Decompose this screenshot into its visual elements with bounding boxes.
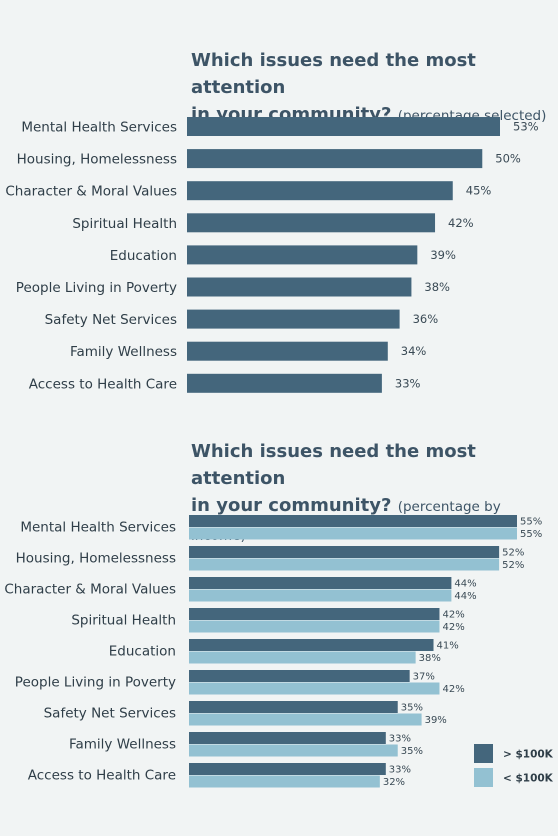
chart2-title-line1: Which issues need the most attention (191, 441, 476, 489)
category-label: Education (110, 248, 177, 264)
bar (187, 373, 382, 393)
legend-label: > $100K (503, 749, 554, 761)
bar (189, 732, 386, 744)
bar (189, 608, 440, 620)
value-label: 33% (389, 765, 411, 776)
value-label: 36% (413, 312, 439, 326)
bar (187, 213, 436, 233)
value-label: 33% (395, 376, 421, 390)
category-label: Access to Health Care (28, 768, 176, 784)
value-label: 52% (502, 560, 524, 571)
bar (189, 651, 416, 664)
category-label: Spiritual Health (72, 216, 177, 232)
bar (189, 763, 386, 775)
bar (189, 589, 452, 602)
category-label: Housing, Homelessness (17, 152, 177, 168)
value-label: 42% (442, 622, 464, 633)
value-label: 53% (513, 120, 539, 134)
bar (187, 245, 418, 265)
chart2-title-line2: in your community? (191, 495, 392, 516)
category-label: Character & Moral Values (5, 184, 177, 200)
value-label: 35% (401, 746, 423, 757)
value-label: 32% (383, 777, 405, 788)
bar (189, 527, 517, 540)
value-label: 55% (520, 529, 542, 540)
bar (189, 670, 410, 682)
category-label: Safety Net Services (44, 706, 176, 722)
bar (189, 701, 398, 713)
value-label: 38% (419, 653, 441, 664)
category-label: Family Wellness (69, 737, 176, 753)
bar (189, 546, 500, 558)
chart1-title-line1: Which issues need the most attention (191, 50, 476, 98)
bar (187, 341, 388, 361)
bar (189, 558, 500, 571)
value-label: 39% (430, 248, 456, 262)
category-label: Education (109, 644, 176, 660)
value-label: 55% (520, 517, 542, 528)
bar (189, 639, 434, 651)
bar (189, 744, 398, 757)
value-label: 50% (495, 152, 521, 166)
category-label: Spiritual Health (71, 613, 176, 629)
value-label: 37% (413, 672, 435, 683)
category-label: Family Wellness (70, 344, 177, 360)
bar (187, 181, 453, 201)
value-label: 42% (448, 216, 474, 230)
value-label: 39% (425, 715, 447, 726)
value-label: 42% (442, 610, 464, 621)
category-label: Character & Moral Values (4, 582, 176, 598)
value-label: 34% (401, 344, 427, 358)
category-label: People Living in Poverty (16, 280, 177, 296)
value-label: 38% (424, 280, 450, 294)
value-label: 45% (466, 184, 492, 198)
value-label: 33% (389, 734, 411, 745)
bar (189, 620, 440, 633)
category-label: Safety Net Services (45, 312, 177, 328)
bar (189, 682, 440, 695)
category-label: Housing, Homelessness (16, 551, 176, 567)
bar (187, 149, 483, 169)
category-label: Access to Health Care (29, 376, 177, 392)
value-label: 44% (454, 579, 476, 590)
value-label: 42% (442, 684, 464, 695)
bar (189, 713, 422, 726)
category-label: Mental Health Services (21, 120, 177, 136)
value-label: 41% (437, 641, 459, 652)
category-label: People Living in Poverty (15, 675, 176, 691)
bar (189, 515, 517, 527)
bar (189, 577, 452, 589)
bar (189, 775, 380, 788)
bar (187, 277, 412, 297)
legend-swatch (474, 744, 493, 763)
bar (187, 309, 400, 329)
legend-swatch (474, 768, 493, 787)
value-label: 44% (454, 591, 476, 602)
bar (187, 117, 500, 136)
legend-label: < $100K (503, 773, 554, 785)
category-label: Mental Health Services (20, 520, 176, 536)
value-label: 52% (502, 548, 524, 559)
value-label: 35% (401, 703, 423, 714)
